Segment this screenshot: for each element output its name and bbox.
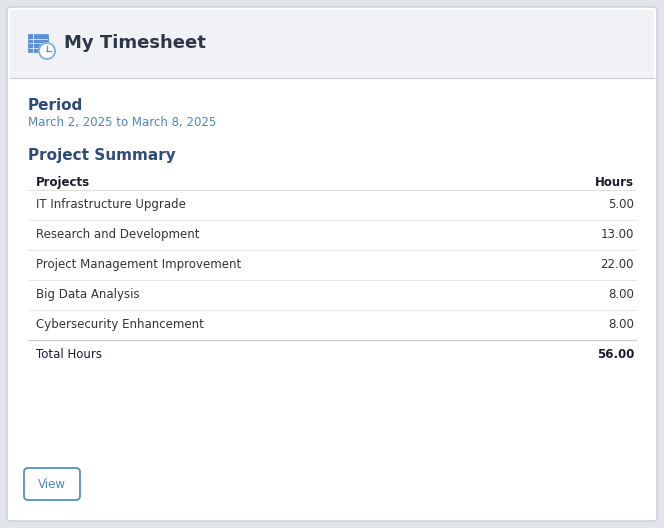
FancyBboxPatch shape: [7, 7, 657, 521]
Text: 8.00: 8.00: [608, 318, 634, 331]
Text: Project Summary: Project Summary: [28, 148, 176, 163]
Text: 22.00: 22.00: [600, 258, 634, 271]
Text: IT Infrastructure Upgrade: IT Infrastructure Upgrade: [36, 198, 186, 211]
Text: Hours: Hours: [595, 176, 634, 189]
Text: 13.00: 13.00: [601, 228, 634, 241]
Text: Period: Period: [28, 98, 83, 113]
FancyBboxPatch shape: [24, 468, 80, 500]
Bar: [10, 10, 654, 78]
Bar: [28, 34, 48, 52]
Circle shape: [38, 42, 56, 60]
Text: Cybersecurity Enhancement: Cybersecurity Enhancement: [36, 318, 204, 331]
Text: 8.00: 8.00: [608, 288, 634, 301]
Circle shape: [46, 50, 48, 52]
Text: Total Hours: Total Hours: [36, 348, 102, 361]
Text: 56.00: 56.00: [597, 348, 634, 361]
Text: My Timesheet: My Timesheet: [64, 34, 206, 52]
Text: Big Data Analysis: Big Data Analysis: [36, 288, 139, 301]
Text: View: View: [38, 477, 66, 491]
Text: Research and Development: Research and Development: [36, 228, 199, 241]
Circle shape: [39, 43, 55, 59]
Text: 5.00: 5.00: [608, 198, 634, 211]
Text: March 2, 2025 to March 8, 2025: March 2, 2025 to March 8, 2025: [28, 116, 216, 129]
Text: Projects: Projects: [36, 176, 90, 189]
Text: Project Management Improvement: Project Management Improvement: [36, 258, 241, 271]
